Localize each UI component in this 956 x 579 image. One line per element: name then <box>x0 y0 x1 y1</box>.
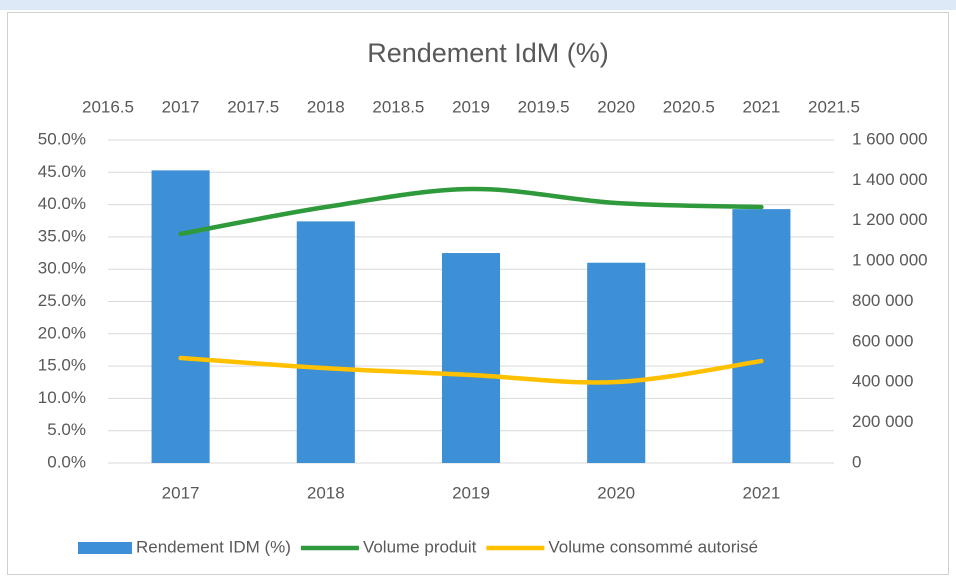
y-tick-label: 25.0% <box>38 291 86 310</box>
x2-tick-label: 2019 <box>452 97 490 116</box>
y2-tick-label: 1 400 000 <box>852 170 928 189</box>
y2-tick-label: 0 <box>852 452 861 471</box>
chart-title: Rendement IdM (%) <box>367 38 609 68</box>
y2-tick-label: 1 000 000 <box>852 251 928 270</box>
x-tick-label: 2020 <box>597 483 635 502</box>
y2-tick-label: 1 600 000 <box>852 129 928 148</box>
bar <box>151 170 210 463</box>
x2-tick-label: 2018.5 <box>372 97 424 116</box>
y-tick-label: 0.0% <box>47 452 86 471</box>
bar <box>296 221 355 463</box>
x-tick-label: 2019 <box>452 483 490 502</box>
bar <box>587 262 646 463</box>
legend-label: Rendement IDM (%) <box>136 537 291 556</box>
x-tick-label: 2017 <box>162 483 200 502</box>
y2-tick-label: 600 000 <box>852 331 913 350</box>
x2-tick-label: 2017.5 <box>227 97 279 116</box>
y-tick-label: 15.0% <box>38 356 86 375</box>
legend-label: Volume produit <box>363 537 477 556</box>
y-tick-label: 20.0% <box>38 323 86 342</box>
x2-tick-label: 2016.5 <box>82 97 134 116</box>
top-strip <box>0 0 956 10</box>
bar <box>732 209 791 463</box>
bar <box>441 253 501 463</box>
x2-tick-label: 2018 <box>307 97 345 116</box>
x2-tick-label: 2017 <box>162 97 200 116</box>
x2-tick-label: 2021.5 <box>808 97 860 116</box>
y-tick-label: 50.0% <box>38 129 86 148</box>
y2-tick-label: 800 000 <box>852 291 913 310</box>
x2-tick-label: 2019.5 <box>518 97 570 116</box>
x2-tick-label: 2021 <box>742 97 780 116</box>
legend-swatch <box>78 542 132 554</box>
y-tick-label: 45.0% <box>38 162 86 181</box>
x-tick-label: 2018 <box>307 483 345 502</box>
legend-label: Volume consommé autorisé <box>548 537 758 556</box>
y-tick-label: 35.0% <box>38 226 86 245</box>
x2-tick-label: 2020.5 <box>663 97 715 116</box>
y2-tick-label: 400 000 <box>852 372 913 391</box>
y2-tick-label: 1 200 000 <box>852 210 928 229</box>
y-tick-label: 5.0% <box>47 420 86 439</box>
y-tick-label: 10.0% <box>38 388 86 407</box>
line <box>178 355 764 385</box>
line <box>178 186 764 237</box>
x-tick-label: 2021 <box>742 483 780 502</box>
x2-tick-label: 2020 <box>597 97 635 116</box>
y-tick-label: 40.0% <box>38 194 86 213</box>
y-tick-label: 30.0% <box>38 259 86 278</box>
y2-tick-label: 200 000 <box>852 412 913 431</box>
